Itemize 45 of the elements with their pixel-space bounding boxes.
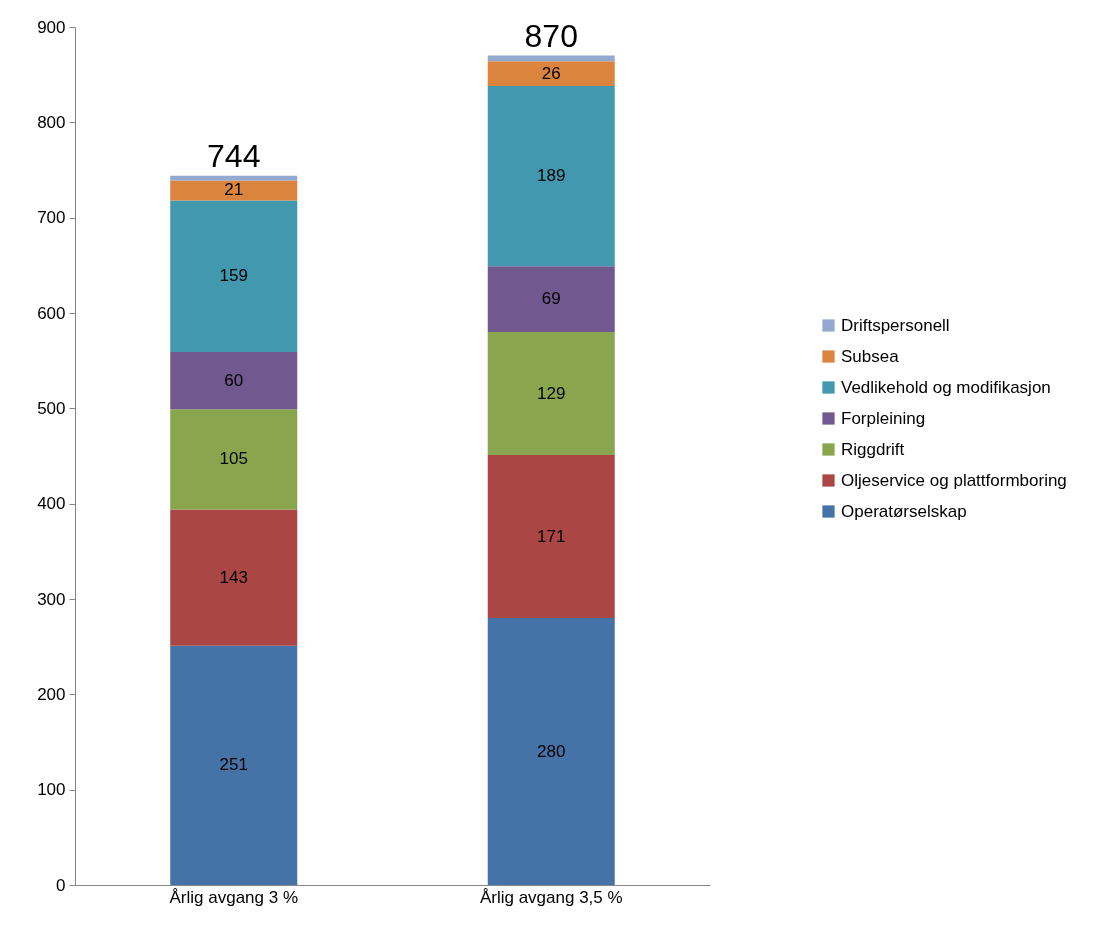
data-label: 105 — [219, 449, 248, 469]
y-tick-label: 100 — [37, 780, 66, 800]
y-tick-label: 400 — [37, 494, 66, 514]
total-label: 744 — [207, 137, 261, 174]
bar — [170, 352, 298, 410]
bar — [487, 61, 615, 87]
legend-label: Vedlikehold og modifikasjon — [841, 377, 1051, 397]
bar — [170, 409, 298, 510]
y-tick-label: 500 — [37, 398, 66, 418]
data-label: 143 — [219, 567, 248, 587]
total-label: 870 — [524, 17, 578, 54]
bar — [487, 266, 615, 333]
legend-label: Subsea — [841, 346, 900, 366]
bar — [170, 180, 298, 201]
data-label: 159 — [219, 266, 248, 286]
x-tick-label: Årlig avgang 3,5 % — [479, 887, 623, 907]
bar — [170, 509, 298, 646]
legend-label: Riggdrift — [841, 439, 905, 459]
data-label: 69 — [541, 289, 561, 309]
data-label: 21 — [224, 180, 244, 200]
y-tick-label: 700 — [37, 208, 66, 228]
data-label: 189 — [537, 166, 566, 186]
legend-label: Operatørselskap — [841, 501, 967, 521]
bar — [170, 645, 298, 885]
data-label: 280 — [537, 741, 566, 761]
data-label: 251 — [219, 755, 248, 775]
legend-label: Oljeservice og plattformboring — [841, 470, 1067, 490]
x-tick-label: Årlig avgang 3 % — [169, 887, 299, 907]
y-tick-label: 800 — [37, 112, 66, 132]
y-tick-label: 600 — [37, 303, 66, 323]
bar — [487, 332, 615, 456]
bar — [487, 86, 615, 267]
bar — [487, 455, 615, 619]
data-label: 26 — [541, 63, 561, 83]
y-tick-label: 300 — [37, 589, 66, 609]
data-label: 60 — [224, 370, 244, 390]
legend-label: Forpleining — [841, 408, 926, 428]
bar — [487, 618, 615, 885]
y-tick-label: 0 — [56, 875, 66, 895]
bar — [170, 200, 298, 353]
y-tick-label: 900 — [37, 17, 66, 37]
y-tick-label: 200 — [37, 684, 66, 704]
data-label: 171 — [537, 526, 566, 546]
legend-label: Driftspersonell — [841, 315, 950, 335]
data-label: 129 — [537, 383, 566, 403]
